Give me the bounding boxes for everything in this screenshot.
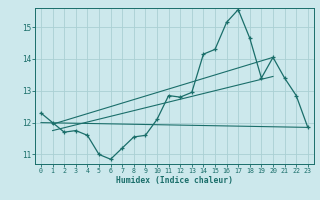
- X-axis label: Humidex (Indice chaleur): Humidex (Indice chaleur): [116, 176, 233, 185]
